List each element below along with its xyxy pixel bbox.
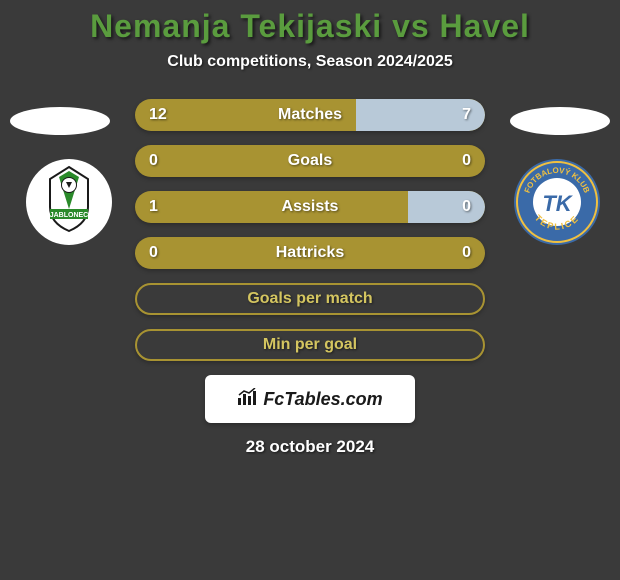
right-flag-ellipse bbox=[510, 107, 610, 135]
stat-label: Hattricks bbox=[135, 237, 485, 269]
stat-row: 0Hattricks0 bbox=[135, 237, 485, 269]
stat-right-value: 7 bbox=[462, 99, 471, 131]
stat-right-value: 0 bbox=[462, 237, 471, 269]
date-label: 28 october 2024 bbox=[0, 437, 620, 457]
left-flag-ellipse bbox=[10, 107, 110, 135]
stats-bars: 12Matches70Goals01Assists00Hattricks0Goa… bbox=[135, 99, 485, 361]
stat-label: Goals bbox=[135, 145, 485, 177]
brand-text: FcTables.com bbox=[263, 389, 382, 410]
stat-label: Matches bbox=[135, 99, 485, 131]
stat-right-value: 0 bbox=[462, 191, 471, 223]
stat-row: Goals per match bbox=[135, 283, 485, 315]
stat-row: Min per goal bbox=[135, 329, 485, 361]
page-title: Nemanja Tekijaski vs Havel bbox=[0, 8, 620, 45]
stat-label: Min per goal bbox=[137, 331, 483, 359]
stat-row: 0Goals0 bbox=[135, 145, 485, 177]
subtitle: Club competitions, Season 2024/2025 bbox=[0, 53, 620, 71]
content-area: JABLONEC TK FOTBALOVÝ KLUB TEPLICE 12Mat… bbox=[0, 99, 620, 457]
stat-label: Assists bbox=[135, 191, 485, 223]
stat-row: 1Assists0 bbox=[135, 191, 485, 223]
stat-row: 12Matches7 bbox=[135, 99, 485, 131]
right-team-logo: TK FOTBALOVÝ KLUB TEPLICE bbox=[514, 159, 600, 245]
brand-chart-icon bbox=[237, 388, 259, 411]
left-team-logo: JABLONEC bbox=[26, 159, 112, 245]
comparison-card: Nemanja Tekijaski vs Havel Club competit… bbox=[0, 0, 620, 580]
jablonec-badge-icon: JABLONEC bbox=[26, 159, 112, 245]
teplice-badge-icon: TK FOTBALOVÝ KLUB TEPLICE bbox=[514, 159, 600, 245]
stat-right-value: 0 bbox=[462, 145, 471, 177]
svg-text:TK: TK bbox=[542, 191, 573, 216]
svg-text:JABLONEC: JABLONEC bbox=[50, 212, 89, 219]
stat-label: Goals per match bbox=[137, 285, 483, 313]
brand-box: FcTables.com bbox=[205, 375, 415, 423]
